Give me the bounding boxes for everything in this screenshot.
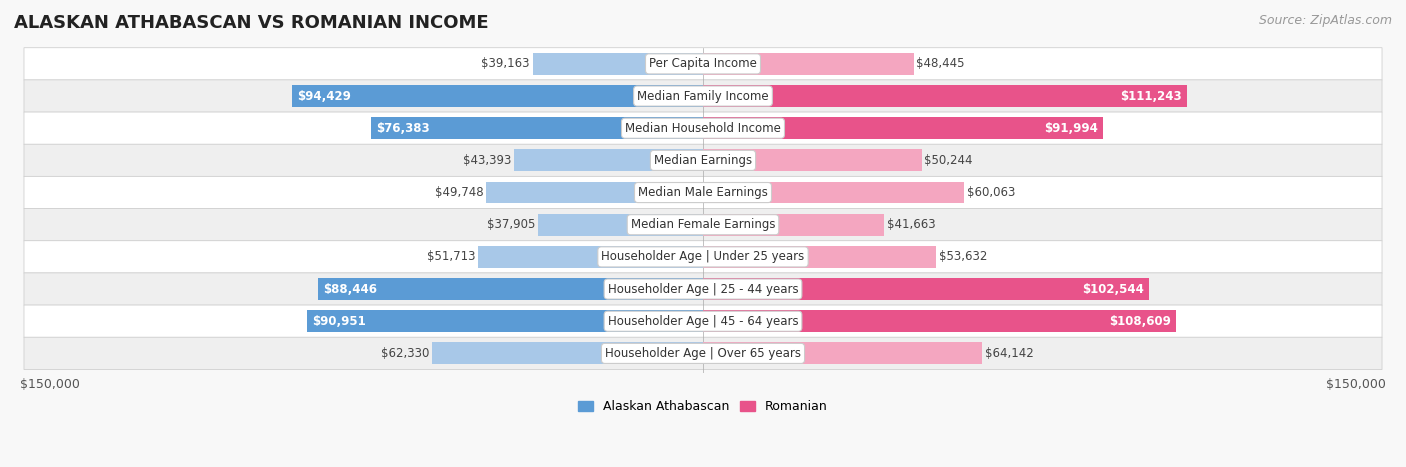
Bar (703, 246, 936, 268)
Text: $49,748: $49,748 (436, 186, 484, 199)
Bar (486, 182, 703, 204)
Text: $90,951: $90,951 (312, 315, 366, 328)
Bar (703, 278, 1149, 300)
Bar (703, 310, 1175, 332)
Text: $102,544: $102,544 (1083, 283, 1144, 296)
Bar (538, 214, 703, 236)
Text: $48,445: $48,445 (917, 57, 965, 71)
Text: $94,429: $94,429 (297, 90, 352, 103)
FancyBboxPatch shape (24, 112, 1382, 144)
Text: Median Family Income: Median Family Income (637, 90, 769, 103)
Text: $91,994: $91,994 (1045, 122, 1098, 134)
Text: Per Capita Income: Per Capita Income (650, 57, 756, 71)
Text: $39,163: $39,163 (481, 57, 530, 71)
Bar (307, 310, 703, 332)
Text: Median Earnings: Median Earnings (654, 154, 752, 167)
Text: $108,609: $108,609 (1109, 315, 1171, 328)
Text: $50,244: $50,244 (924, 154, 973, 167)
Bar (703, 214, 884, 236)
FancyBboxPatch shape (24, 337, 1382, 369)
FancyBboxPatch shape (24, 273, 1382, 305)
Bar (292, 85, 703, 107)
Bar (515, 149, 703, 171)
Text: Median Female Earnings: Median Female Earnings (631, 218, 775, 231)
FancyBboxPatch shape (24, 80, 1382, 112)
Text: $76,383: $76,383 (375, 122, 429, 134)
FancyBboxPatch shape (24, 305, 1382, 337)
Bar (478, 246, 703, 268)
Text: Householder Age | 45 - 64 years: Householder Age | 45 - 64 years (607, 315, 799, 328)
Bar (318, 278, 703, 300)
Legend: Alaskan Athabascan, Romanian: Alaskan Athabascan, Romanian (574, 396, 832, 418)
Bar (703, 182, 965, 204)
Bar (703, 342, 983, 364)
Text: $62,330: $62,330 (381, 347, 429, 360)
FancyBboxPatch shape (24, 177, 1382, 209)
FancyBboxPatch shape (24, 48, 1382, 80)
Bar (703, 117, 1104, 139)
Text: $51,713: $51,713 (427, 250, 475, 263)
Text: Source: ZipAtlas.com: Source: ZipAtlas.com (1258, 14, 1392, 27)
Bar (432, 342, 703, 364)
Bar (703, 149, 922, 171)
Text: $37,905: $37,905 (486, 218, 536, 231)
Text: $88,446: $88,446 (323, 283, 377, 296)
Bar (703, 53, 914, 75)
Text: $111,243: $111,243 (1121, 90, 1182, 103)
FancyBboxPatch shape (24, 144, 1382, 177)
Bar (703, 85, 1187, 107)
Text: $53,632: $53,632 (939, 250, 987, 263)
Text: Householder Age | Under 25 years: Householder Age | Under 25 years (602, 250, 804, 263)
FancyBboxPatch shape (24, 241, 1382, 273)
Bar (533, 53, 703, 75)
Text: Median Household Income: Median Household Income (626, 122, 780, 134)
FancyBboxPatch shape (24, 209, 1382, 241)
Text: Householder Age | 25 - 44 years: Householder Age | 25 - 44 years (607, 283, 799, 296)
Bar (371, 117, 703, 139)
Text: $43,393: $43,393 (463, 154, 512, 167)
Text: $60,063: $60,063 (967, 186, 1015, 199)
Text: Median Male Earnings: Median Male Earnings (638, 186, 768, 199)
Text: ALASKAN ATHABASCAN VS ROMANIAN INCOME: ALASKAN ATHABASCAN VS ROMANIAN INCOME (14, 14, 489, 32)
Text: $41,663: $41,663 (887, 218, 935, 231)
Text: Householder Age | Over 65 years: Householder Age | Over 65 years (605, 347, 801, 360)
Text: $64,142: $64,142 (984, 347, 1033, 360)
